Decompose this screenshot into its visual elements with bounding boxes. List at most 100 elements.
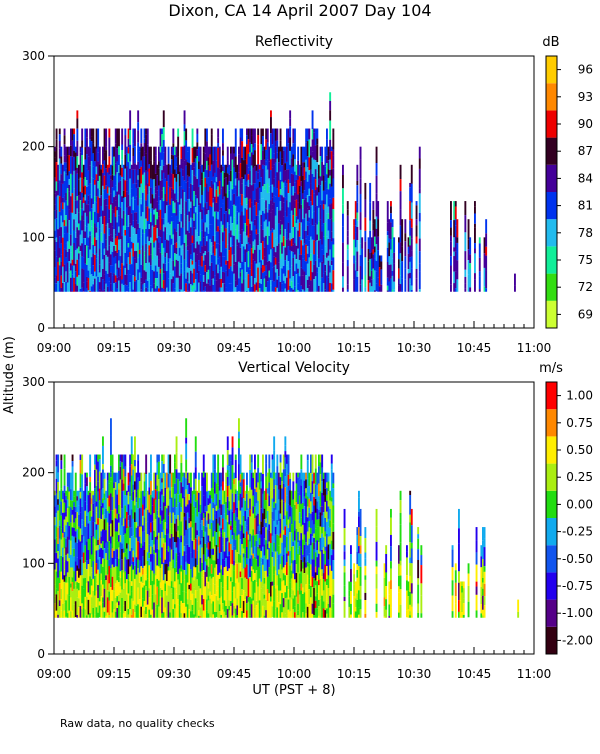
radar-cell [401,219,403,230]
radar-cell [150,455,152,474]
radar-cell [376,176,378,184]
radar-cell [419,189,421,194]
radar-cell [217,129,219,138]
radar-cell [329,121,331,140]
radar-cell [134,129,136,147]
radar-cell [332,238,334,244]
radar-cell [401,261,403,279]
radar-cell [110,418,112,436]
radar-cell [217,455,219,467]
radar-cell [455,207,457,220]
radar-cell [404,241,406,256]
colorbar-tick-label: 72 [578,280,593,294]
radar-cell [356,212,358,220]
radar-cell [316,145,318,163]
radar-cell [419,289,421,292]
radar-cell [390,201,392,206]
radar-cell [485,219,487,233]
radar-cell [185,438,187,444]
radar-cell [326,129,328,140]
radar-cell [356,185,358,202]
radar-cell [342,214,344,227]
colorbar-swatch [546,110,557,137]
radar-cell [469,254,471,263]
radar-cell [192,129,194,148]
radar-cell [380,285,382,292]
radar-cell [211,135,213,147]
radar-cell [284,446,286,451]
radar-cell [289,118,291,126]
radar-cell [479,277,481,289]
radar-cell [347,209,349,215]
radar-cell [456,219,458,237]
radar-cell [124,129,126,136]
radar-cell [380,262,382,270]
radar-cell [315,455,317,469]
radar-cell [222,482,224,491]
radar-cell [64,129,66,136]
radar-cell [332,169,334,179]
radar-cell [342,188,344,204]
radar-cell [64,135,66,144]
radar-cell [300,455,302,470]
radar-cell [121,129,123,145]
radar-cell [86,473,88,478]
radar-cell [316,139,318,145]
radar-cell [89,455,91,472]
radar-cell [347,266,349,285]
radar-cell [474,253,476,273]
radar-cell [196,134,198,142]
radar-cell [342,165,344,175]
radar-cell [356,227,358,240]
x-tick-label: 10:30 [397,341,432,355]
radar-cell [238,432,240,439]
radar-cell [235,455,237,460]
radar-cell [254,143,256,150]
radar-cell [265,455,267,464]
radar-cell [195,479,197,491]
colorbar-swatch [546,56,557,83]
radar-cell [289,479,291,485]
radar-cell [419,239,421,252]
radar-cell [404,256,406,269]
radar-cell [246,473,248,486]
radar-cell [360,212,362,230]
radar-cell [64,468,66,485]
radar-cell [361,279,363,291]
radar-cell [190,473,192,488]
x-tick-label: 10:00 [277,341,312,355]
radar-cell [235,145,237,156]
radar-cell [464,277,466,284]
radar-cell [163,110,165,127]
radar-cell [401,290,403,292]
radar-cell [347,230,349,236]
y-tick-label: 300 [22,49,45,63]
radar-cell [332,270,334,290]
radar-cell [59,134,61,141]
radar-cell [416,269,418,279]
radar-cell [364,257,366,275]
radar-cell [76,141,78,156]
y-tick-label: 0 [37,321,45,335]
radar-cell [419,193,421,213]
radar-cell [177,129,179,137]
radar-cell [485,288,487,292]
radar-cell [110,436,112,455]
radar-cell [238,439,240,449]
radar-cell [361,267,363,279]
radar-cell [57,473,59,482]
colorbar-tick-label: 87 [578,144,593,158]
radar-cell [60,460,62,469]
radar-cell [360,194,362,212]
radar-cell [332,290,334,292]
radar-cell [411,257,413,269]
radar-cell [404,269,406,280]
radar-cell [347,245,349,250]
radar-cell [356,277,358,285]
radar-cell [57,455,59,473]
radar-cell [356,285,358,292]
radar-cell [59,129,61,135]
